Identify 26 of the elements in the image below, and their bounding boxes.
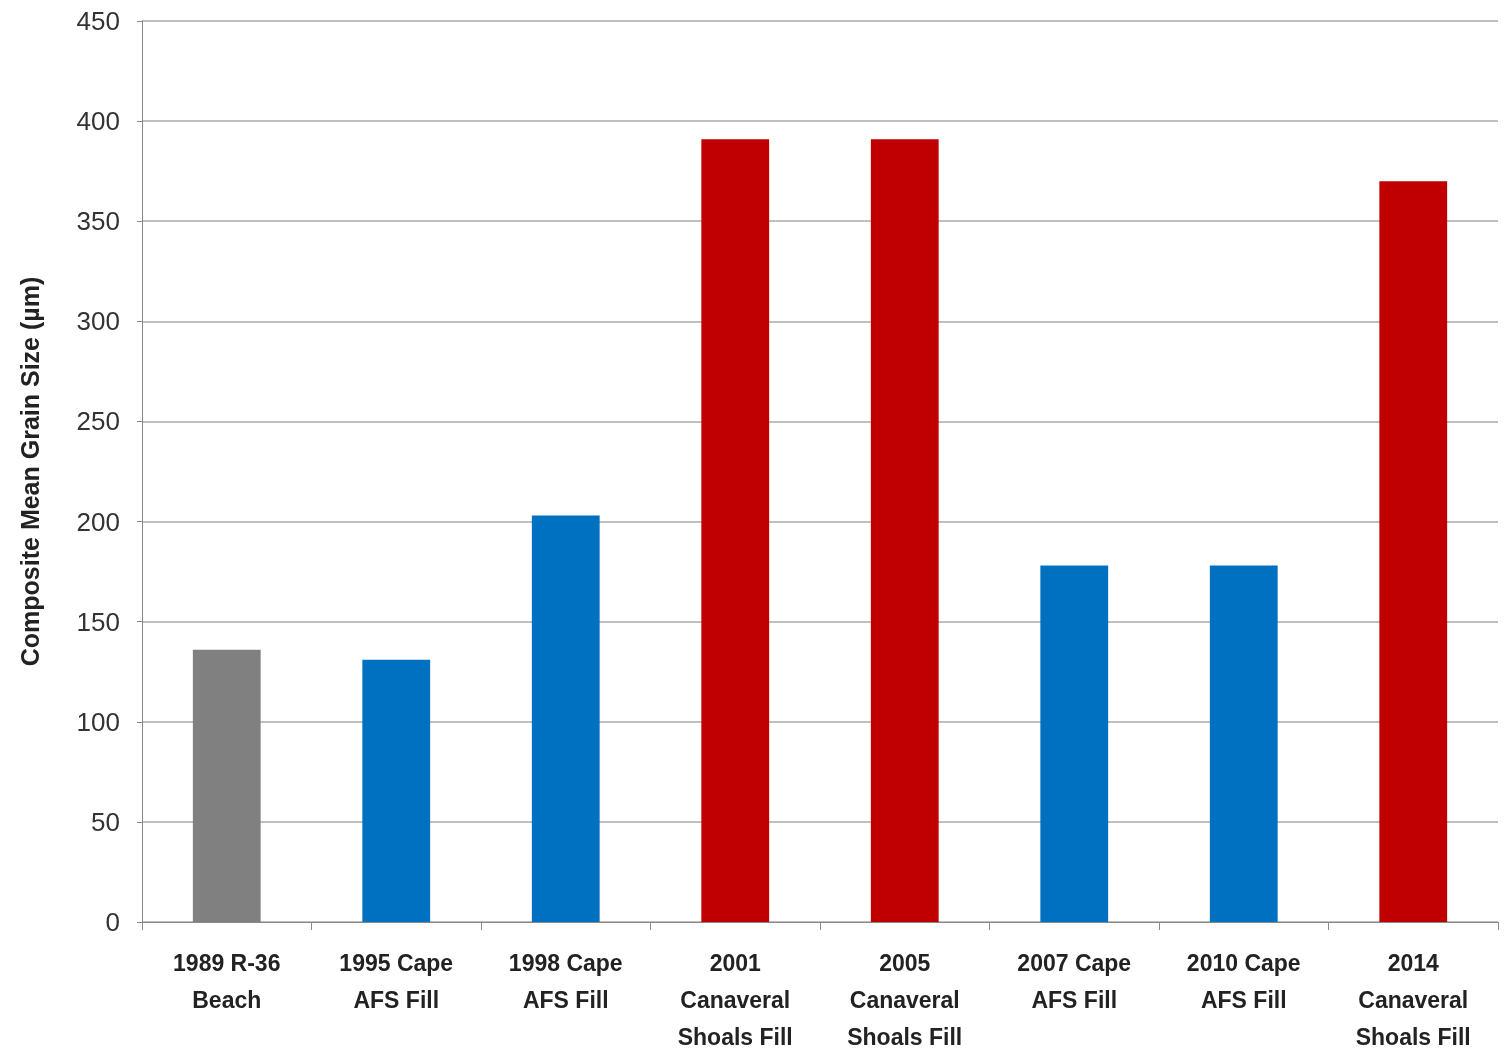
bar xyxy=(701,139,770,922)
y-tick-label: 200 xyxy=(76,506,120,537)
y-tick-label: 100 xyxy=(76,706,120,737)
x-tick-label: 1989 R-36 Beach xyxy=(173,949,281,1013)
bar xyxy=(1209,565,1278,922)
y-tick-label: 400 xyxy=(76,106,120,137)
x-tick-label: 2014 Canaveral Shoals Fill xyxy=(1355,949,1471,1050)
y-tick-label: 350 xyxy=(76,206,120,237)
bar xyxy=(362,659,431,922)
y-axis-title: Composite Mean Grain Size (µm) xyxy=(15,276,44,667)
x-tick-label: 1998 Cape AFS Fill xyxy=(508,949,623,1013)
y-tick-label: 250 xyxy=(76,406,120,437)
y-tick-label: 150 xyxy=(76,606,120,637)
bar xyxy=(1379,181,1448,922)
y-tick-label: 0 xyxy=(105,907,120,937)
x-tick-label: 2005 Canaveral Shoals Fill xyxy=(847,949,963,1050)
y-tick-label: 450 xyxy=(76,6,120,36)
y-tick-label: 300 xyxy=(76,306,120,337)
x-tick-label: 1995 Cape AFS Fill xyxy=(339,949,454,1013)
bar xyxy=(1040,565,1109,922)
x-tick-label: 2007 Cape AFS Fill xyxy=(1017,949,1132,1013)
x-tick-label: 2001 Canaveral Shoals Fill xyxy=(677,949,793,1050)
bar xyxy=(531,515,600,922)
bar xyxy=(870,139,939,922)
y-tick-label: 50 xyxy=(91,806,120,837)
x-tick-label: 2010 Cape AFS Fill xyxy=(1186,949,1301,1013)
